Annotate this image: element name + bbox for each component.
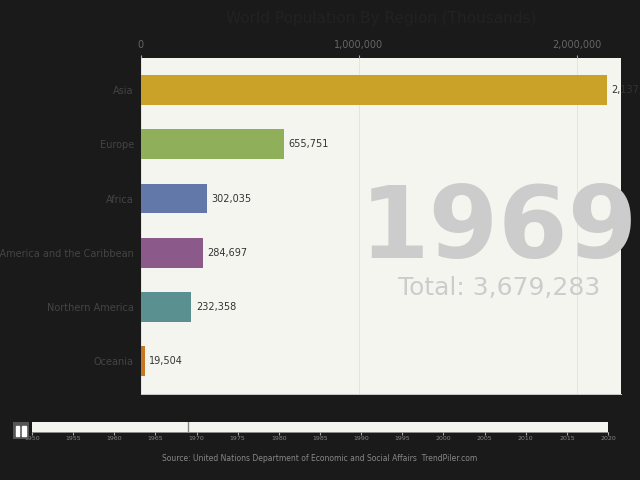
Bar	[141, 346, 145, 376]
Text: 19,504: 19,504	[149, 356, 183, 366]
Bar	[141, 292, 191, 322]
Bar	[16, 426, 19, 436]
Text: Total: 3,679,283: Total: 3,679,283	[398, 276, 600, 300]
Text: Source: United Nations Department of Economic and Social Affairs  TrendPiler.com: Source: United Nations Department of Eco…	[163, 454, 477, 463]
Bar	[141, 75, 607, 105]
Bar	[141, 238, 203, 267]
Title: World Population By Region (Thousands): World Population By Region (Thousands)	[226, 12, 536, 26]
Bar	[141, 130, 284, 159]
Text: 2,137,329: 2,137,329	[611, 85, 640, 95]
Bar	[141, 183, 207, 214]
Text: 655,751: 655,751	[288, 139, 328, 149]
Text: 1969: 1969	[360, 182, 638, 279]
Text: 284,697: 284,697	[207, 248, 248, 258]
Text: 232,358: 232,358	[196, 302, 236, 312]
Text: 302,035: 302,035	[211, 193, 251, 204]
Bar	[22, 426, 26, 436]
